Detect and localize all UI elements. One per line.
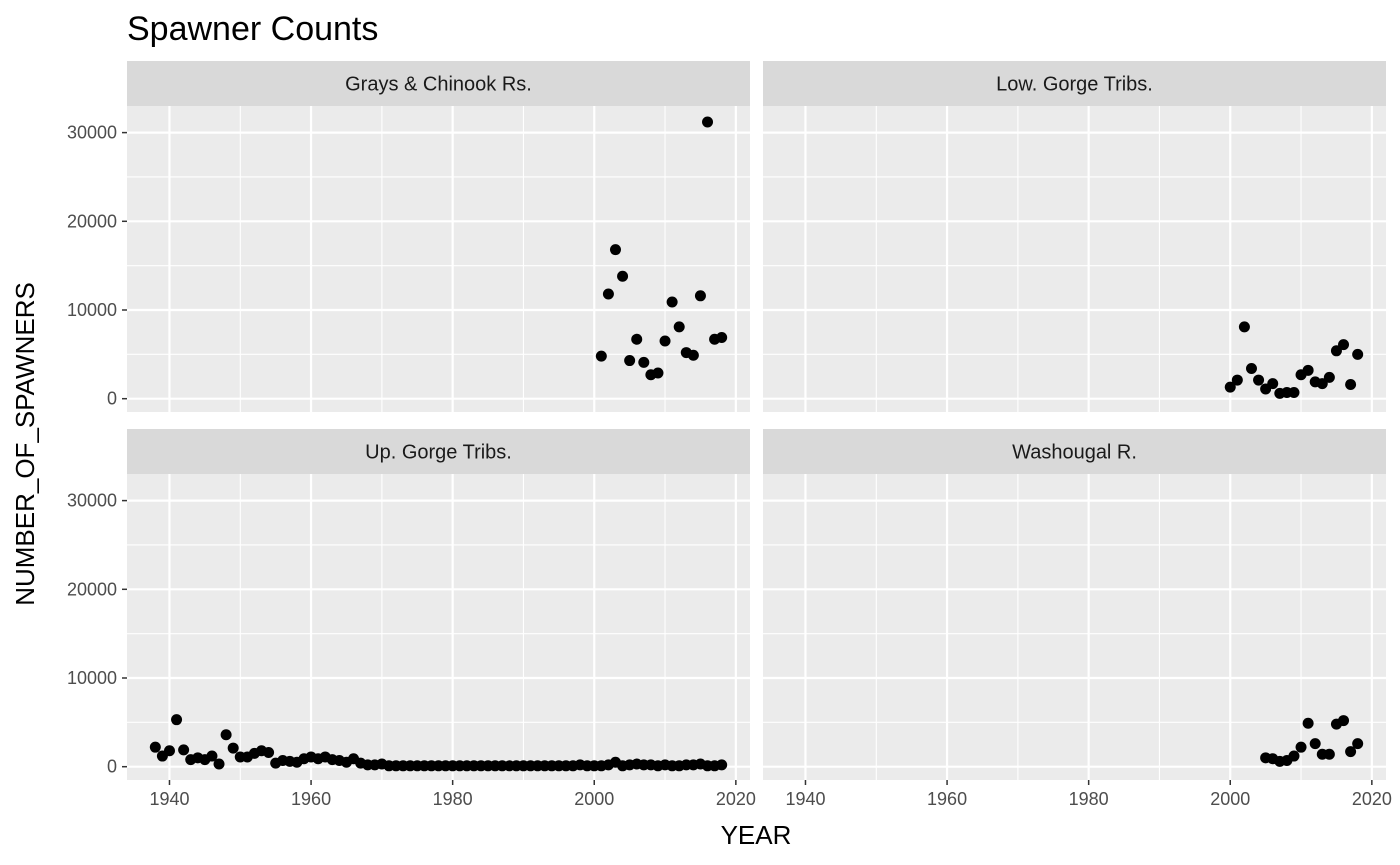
data-point <box>1309 738 1321 750</box>
data-point <box>1352 348 1364 360</box>
y-tick-label: 10000 <box>67 668 117 688</box>
y-tick-label: 0 <box>107 389 117 409</box>
facet-strip-label: Low. Gorge Tribs. <box>996 74 1153 96</box>
data-point <box>1338 339 1350 351</box>
facet-panel: Washougal R. 1940 1960 1980 2000 2020 <box>763 429 1392 809</box>
data-point <box>220 729 232 741</box>
data-point <box>1352 738 1364 750</box>
facet-panels: Grays & Chinook Rs.0100002000030000Low. … <box>67 61 1392 809</box>
x-tick-label: 2020 <box>716 789 756 809</box>
data-point <box>702 116 714 128</box>
data-point <box>1345 746 1357 758</box>
data-point <box>213 758 225 770</box>
y-tick-label: 20000 <box>67 579 117 599</box>
data-point <box>178 744 190 756</box>
data-point <box>673 321 685 333</box>
facet-strip-label: Up. Gorge Tribs. <box>365 442 512 464</box>
facet-strip-label: Washougal R. <box>1012 442 1137 464</box>
x-tick-label: 2000 <box>574 789 614 809</box>
panel-background <box>763 106 1386 412</box>
data-point <box>1288 386 1300 398</box>
data-point <box>1323 371 1335 383</box>
y-tick-label: 0 <box>107 757 117 777</box>
facet-strip <box>127 429 750 474</box>
chart-title: Spawner Counts <box>127 10 378 48</box>
facet-strip-label: Grays & Chinook Rs. <box>345 74 532 96</box>
x-tick-label: 1940 <box>785 789 825 809</box>
data-point <box>1345 379 1357 391</box>
panel-background <box>127 106 750 412</box>
data-point <box>1302 364 1314 376</box>
data-point <box>206 750 218 762</box>
facet-panel: Grays & Chinook Rs. 0 10000 20000 30000 <box>67 61 750 412</box>
data-point <box>1323 748 1335 760</box>
data-point <box>1295 741 1307 753</box>
x-tick-label: 2000 <box>1210 789 1250 809</box>
data-point <box>1253 374 1265 386</box>
panel-background <box>763 474 1386 780</box>
data-point <box>1224 381 1236 393</box>
panel-background <box>127 474 750 780</box>
y-axis-title: NUMBER_OF_SPAWNERS <box>10 282 40 606</box>
data-point <box>1288 750 1300 762</box>
facet-strip <box>763 61 1386 106</box>
facet-strip <box>763 429 1386 474</box>
x-axis-title: YEAR <box>721 820 792 850</box>
data-point <box>659 335 671 347</box>
data-point <box>617 270 629 282</box>
data-point <box>149 741 161 753</box>
data-point <box>1267 378 1279 390</box>
data-point <box>602 288 614 300</box>
data-point <box>694 290 706 302</box>
data-point <box>652 367 664 379</box>
x-tick-label: 1960 <box>927 789 967 809</box>
data-point <box>171 714 183 726</box>
data-point <box>716 331 728 343</box>
data-point <box>263 747 275 759</box>
facet-strip <box>127 61 750 106</box>
x-tick-label: 1960 <box>291 789 331 809</box>
data-point <box>1231 374 1243 386</box>
data-point <box>595 350 607 362</box>
data-point <box>638 356 650 368</box>
data-point <box>1245 363 1257 375</box>
data-point <box>716 759 728 771</box>
data-point <box>666 296 678 308</box>
data-point <box>163 745 175 757</box>
facet-panel: Low. Gorge Tribs. <box>763 61 1386 412</box>
y-tick-label: 10000 <box>67 300 117 320</box>
x-tick-label: 1940 <box>149 789 189 809</box>
data-point <box>1338 715 1350 727</box>
data-point <box>1302 717 1314 729</box>
data-point <box>609 244 621 256</box>
y-tick-label: 30000 <box>67 123 117 143</box>
data-point <box>631 333 643 345</box>
y-tick-label: 30000 <box>67 491 117 511</box>
data-point <box>227 742 239 754</box>
x-tick-label: 1980 <box>433 789 473 809</box>
x-tick-label: 2020 <box>1352 789 1392 809</box>
x-tick-label: 1980 <box>1069 789 1109 809</box>
data-point <box>624 355 636 367</box>
data-point <box>1238 321 1250 333</box>
data-point <box>1330 345 1342 357</box>
data-point <box>1316 378 1328 390</box>
data-point <box>687 349 699 361</box>
facet-panel: Up. Gorge Tribs. 0 10000 20000 30000 1940 1960… <box>67 429 756 809</box>
y-tick-label: 20000 <box>67 211 117 231</box>
